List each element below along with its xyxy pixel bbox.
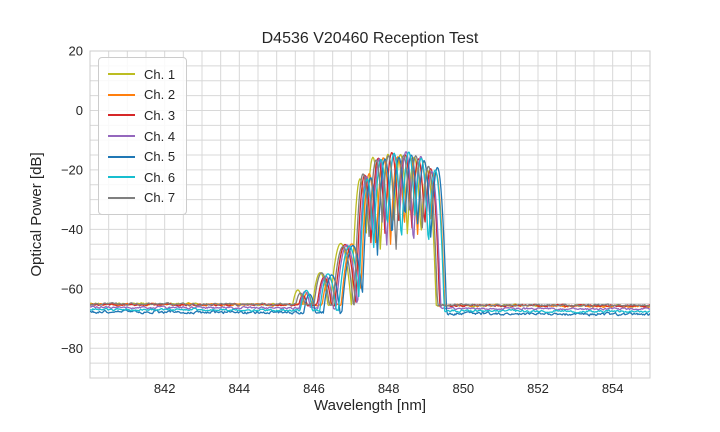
y-tick-label: 0	[76, 103, 83, 118]
y-tick-labels: 20 0 −20 −40 −60 −80	[61, 44, 83, 356]
legend-label: Ch. 5	[144, 149, 176, 165]
series-lines	[90, 151, 650, 317]
chart-title: D4536 V20460 Reception Test	[262, 30, 479, 47]
legend-label: Ch. 3	[144, 107, 176, 123]
legend-entry: Ch. 1	[108, 64, 175, 85]
legend: Ch. 1 Ch. 2 Ch. 3 Ch. 4 Ch. 5 Ch. 6 Ch. 7	[98, 57, 188, 216]
x-tick-label: 850	[452, 381, 474, 396]
legend-label: Ch. 2	[144, 87, 176, 103]
plot-border	[89, 50, 651, 379]
x-tick-label: 844	[228, 381, 250, 396]
series-line-ch-6	[90, 151, 650, 314]
legend-line-sample	[108, 155, 135, 158]
legend-entry: Ch. 3	[108, 105, 175, 126]
x-tick-label: 846	[303, 381, 325, 396]
legend-line-sample	[108, 114, 135, 117]
legend-entry: Ch. 5	[108, 146, 175, 167]
legend-line-sample	[108, 196, 135, 199]
x-tick-labels: 842 844 846 848 850 852 854	[154, 381, 624, 396]
series-line-ch-7	[90, 154, 650, 308]
legend-line-sample	[108, 176, 135, 179]
gridlines	[90, 51, 650, 378]
x-tick-label: 842	[154, 381, 176, 396]
y-tick-label: −20	[61, 162, 83, 177]
legend-entry: Ch. 2	[108, 85, 175, 106]
y-tick-label: −60	[61, 281, 83, 296]
y-tick-label: −40	[61, 222, 83, 237]
legend-label: Ch. 6	[144, 169, 176, 185]
y-axis-label: Optical Power [dB]	[28, 152, 45, 276]
series-line-ch-5	[90, 154, 650, 317]
legend-entry: Ch. 6	[108, 167, 175, 188]
legend-entry: Ch. 4	[108, 126, 175, 147]
x-tick-label: 852	[527, 381, 549, 396]
x-tick-label: 854	[602, 381, 624, 396]
x-tick-label: 848	[378, 381, 400, 396]
x-axis-label: Wavelength [nm]	[314, 397, 426, 414]
legend-label: Ch. 1	[144, 66, 176, 82]
legend-label: Ch. 7	[144, 190, 176, 206]
legend-label: Ch. 4	[144, 128, 176, 144]
y-tick-label: −80	[61, 341, 83, 356]
legend-line-sample	[108, 135, 135, 138]
y-tick-label: 20	[69, 44, 83, 59]
legend-line-sample	[108, 73, 135, 76]
legend-line-sample	[108, 93, 135, 96]
legend-entry: Ch. 7	[108, 188, 175, 209]
